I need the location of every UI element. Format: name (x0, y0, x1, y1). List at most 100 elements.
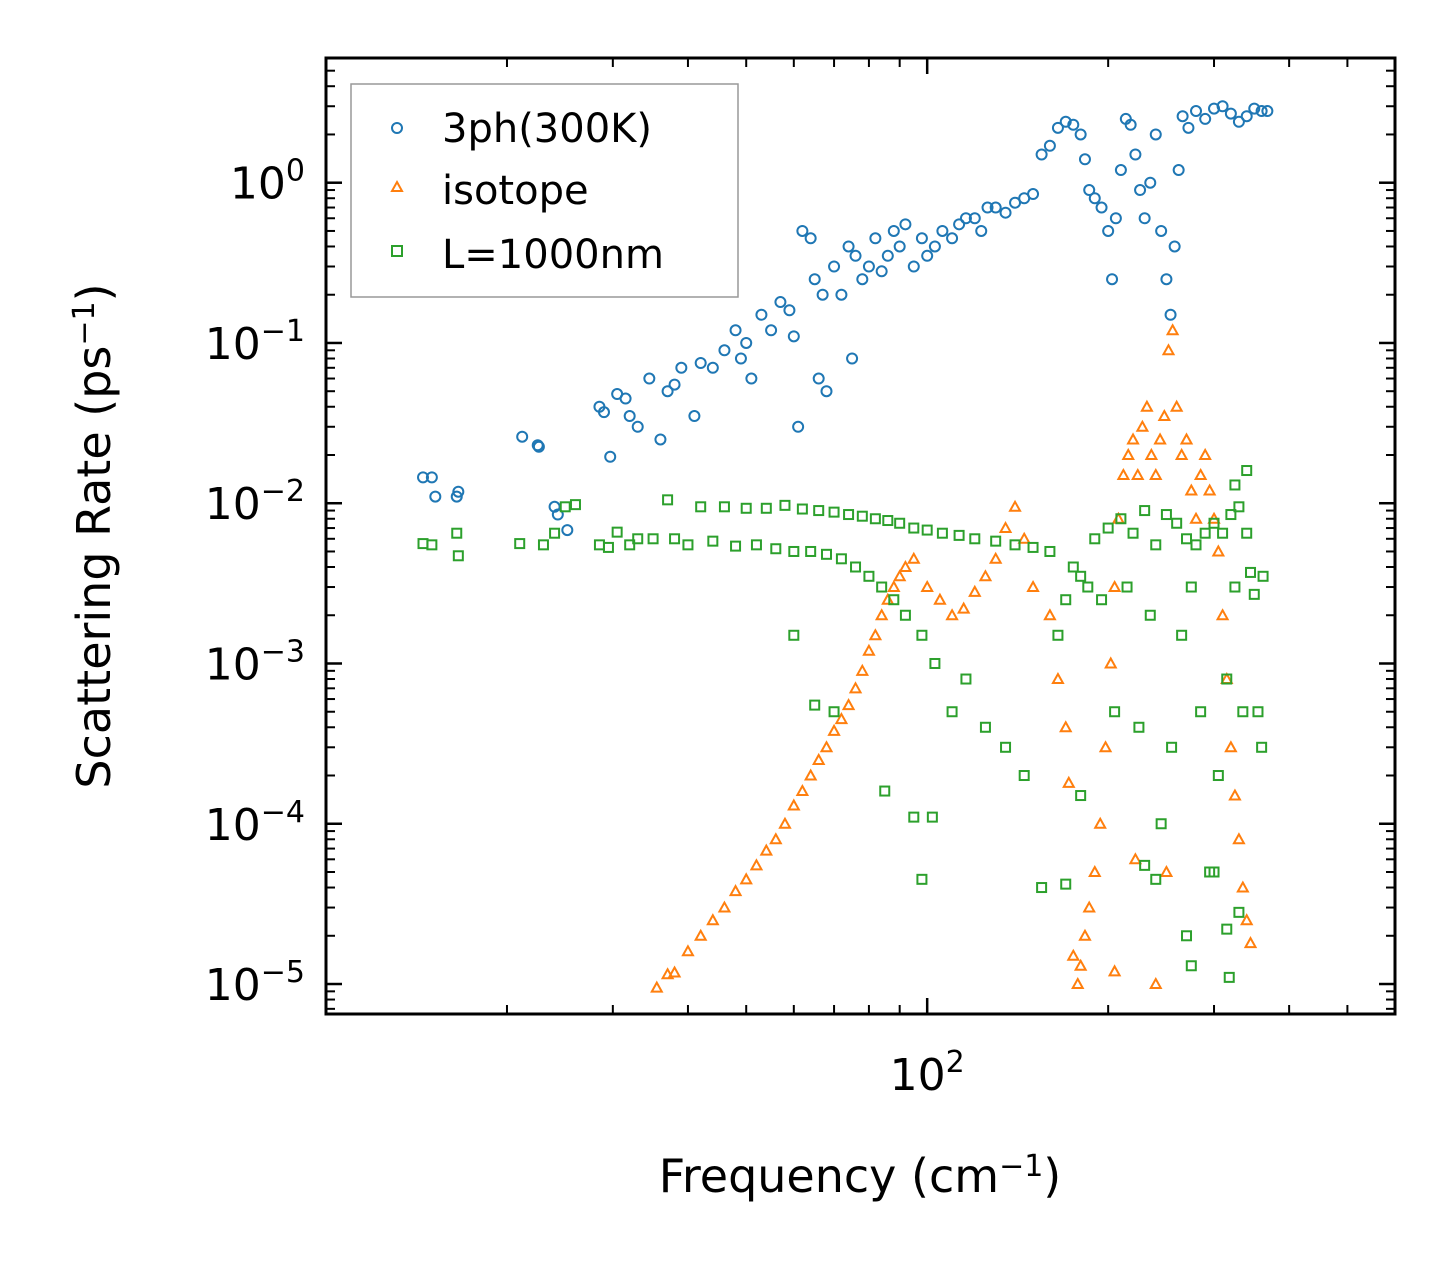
point-1-63 (1144, 447, 1159, 460)
point-2-52 (969, 533, 981, 545)
point-2-43 (899, 609, 911, 621)
point-0-2 (429, 490, 442, 503)
y-tick-label-0: 100 (230, 154, 305, 210)
point-0-93 (1155, 224, 1168, 237)
point-2-89 (1212, 770, 1224, 782)
point-0-105 (1232, 115, 1245, 128)
point-1-4 (693, 928, 708, 941)
point-1-33 (945, 608, 959, 621)
point-1-57 (1116, 467, 1131, 481)
point-1-62 (1140, 399, 1154, 412)
point-0-80 (1088, 192, 1101, 205)
point-0-95 (1164, 308, 1177, 321)
point-2-26 (779, 499, 791, 511)
point-0-39 (808, 273, 821, 286)
legend-box (350, 83, 739, 298)
point-1-64 (1149, 467, 1163, 481)
point-0-54 (893, 240, 906, 253)
point-2-39 (876, 581, 888, 593)
point-2-120 (828, 706, 840, 718)
point-2-33 (835, 553, 847, 565)
point-2-53 (979, 721, 991, 733)
point-1-86 (1243, 936, 1258, 949)
point-2-30 (813, 505, 825, 517)
point-0-10 (561, 524, 574, 537)
point-0-12 (597, 406, 610, 419)
point-0-25 (706, 361, 719, 374)
point-2-71 (1121, 581, 1133, 593)
point-1-22 (855, 663, 870, 676)
point-2-19 (707, 535, 719, 547)
point-2-72 (1127, 527, 1139, 539)
point-0-65 (975, 224, 988, 237)
point-2-109 (1150, 873, 1162, 885)
point-0-100 (1190, 105, 1203, 118)
point-1-74 (1193, 467, 1208, 481)
point-0-56 (907, 260, 920, 273)
point-0-81 (1095, 201, 1108, 214)
point-2-73 (1133, 721, 1145, 733)
point-0-99 (1182, 121, 1195, 134)
y-tick-label-3: 10−3 (205, 634, 305, 690)
point-0-20 (661, 385, 674, 398)
point-2-86 (1199, 527, 1211, 539)
point-1-25 (874, 608, 889, 621)
point-2-42 (894, 517, 906, 529)
point-1-24 (868, 628, 883, 641)
point-1-66 (1157, 408, 1172, 422)
point-2-31 (820, 548, 832, 560)
y-tick-label-2: 10−2 (205, 474, 305, 530)
point-2-22 (740, 502, 752, 514)
point-2-34 (843, 509, 855, 521)
point-0-47 (849, 249, 862, 262)
point-2-91 (1221, 673, 1233, 685)
point-0-26 (718, 344, 731, 357)
point-2-113 (1221, 923, 1233, 935)
point-1-90 (1128, 852, 1143, 865)
point-1-15 (803, 768, 818, 781)
point-1-3 (681, 944, 695, 957)
point-1-88 (1149, 976, 1163, 990)
point-2-56 (1009, 539, 1021, 551)
point-0-88 (1129, 148, 1142, 161)
y-tick-label-5: 10−5 (205, 955, 305, 1011)
point-1-32 (933, 592, 947, 605)
point-2-44 (908, 522, 920, 534)
point-1-79 (1215, 608, 1230, 621)
point-0-29 (740, 336, 753, 349)
point-2-84 (1190, 539, 1202, 551)
point-0-71 (1027, 188, 1040, 201)
point-0-104 (1224, 107, 1237, 120)
point-2-50 (953, 529, 965, 541)
point-2-98 (1248, 588, 1260, 600)
point-2-48 (936, 527, 948, 539)
point-0-83 (1106, 273, 1119, 286)
point-1-21 (848, 681, 863, 694)
point-2-97 (1245, 566, 1257, 578)
point-0-74 (1051, 121, 1064, 134)
point-2-32 (828, 506, 840, 518)
x-axis-label: Frequency (cm−1) (659, 1149, 1062, 1203)
point-0-84 (1109, 212, 1122, 225)
point-0-1 (425, 471, 438, 484)
point-1-72 (1184, 483, 1199, 496)
point-2-68 (1102, 522, 1114, 534)
y-tick-label-4: 10−4 (205, 795, 305, 851)
point-1-7 (728, 884, 743, 897)
point-1-10 (759, 843, 774, 856)
point-2-13 (632, 533, 644, 545)
point-0-64 (968, 212, 981, 225)
point-2-37 (863, 570, 875, 582)
point-2-38 (869, 513, 881, 525)
legend-label-3ph: 3ph(300K) (442, 106, 652, 152)
point-1-9 (749, 858, 764, 871)
point-1-53 (1098, 740, 1113, 753)
point-0-48 (856, 273, 869, 286)
point-0-108 (1255, 105, 1268, 118)
point-1-76 (1202, 483, 1217, 496)
point-1-87 (1159, 864, 1174, 877)
point-0-37 (796, 224, 809, 237)
point-0-41 (816, 288, 829, 301)
point-1-47 (1071, 976, 1085, 990)
point-0-43 (828, 260, 841, 273)
